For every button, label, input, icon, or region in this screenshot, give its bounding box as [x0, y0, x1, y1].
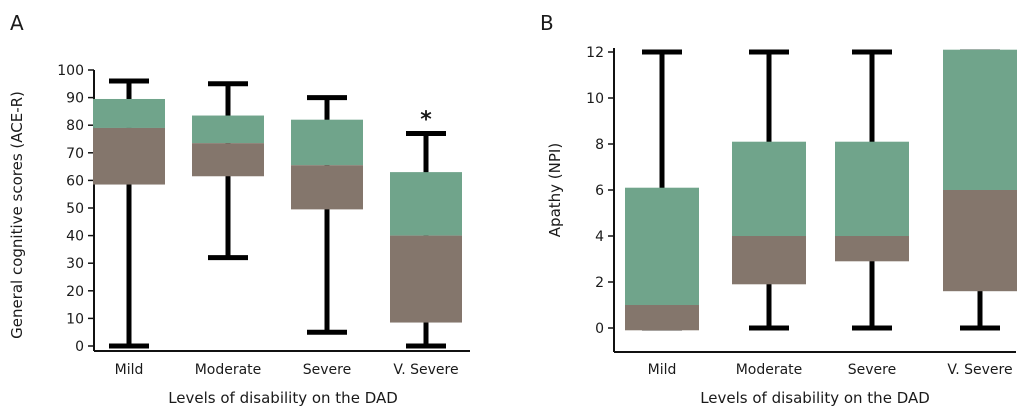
- x-axis-label-b: Levels of disability on the DAD: [700, 389, 930, 407]
- category-label-a-moderate: Moderate: [195, 362, 262, 378]
- y-axis-label-b: Apathy (NPI): [546, 143, 564, 237]
- y-tick-label-b-4: 8: [595, 137, 604, 153]
- category-label-b-moderate: Moderate: [736, 362, 803, 378]
- y-tick-label-a-0: 0: [75, 339, 84, 355]
- box-upper-b-mild: [625, 187, 699, 305]
- y-tick-label-b-5: 10: [586, 91, 604, 107]
- boxes-a: *: [93, 78, 462, 349]
- box-lower-b-v-severe: [943, 190, 1017, 292]
- box-lower-b-severe: [835, 236, 909, 262]
- y-tick-label-b-3: 6: [595, 183, 604, 199]
- box-lower-a-v-severe: [390, 235, 462, 323]
- box-upper-b-moderate: [732, 141, 806, 236]
- panel-label-a: A: [10, 11, 24, 35]
- box-lower-b-mild: [625, 305, 699, 331]
- box-lower-a-mild: [93, 127, 165, 185]
- y-tick-label-a-6: 60: [66, 173, 84, 189]
- box-lower-a-severe: [291, 165, 363, 210]
- significance-marker-a-v-severe: *: [420, 107, 432, 132]
- box-upper-a-mild: [93, 98, 165, 128]
- box-lower-b-moderate: [732, 236, 806, 285]
- category-labels-a: Mild Moderate Severe V. Severe: [115, 362, 459, 378]
- box-upper-b-v-severe: [943, 49, 1017, 191]
- category-label-b-v-severe: V. Severe: [947, 362, 1012, 378]
- box-upper-a-severe: [291, 119, 363, 166]
- y-tick-label-b-2: 4: [595, 229, 604, 245]
- category-label-a-severe: Severe: [303, 362, 351, 378]
- y-ticks-a: 0 10 20 30 40 50 60 70 80 90 100: [57, 63, 94, 355]
- category-label-a-mild: Mild: [115, 362, 144, 378]
- box-upper-a-v-severe: [390, 172, 462, 236]
- y-tick-label-a-10: 100: [57, 63, 84, 79]
- y-tick-label-a-7: 70: [66, 146, 84, 162]
- y-tick-label-b-0: 0: [595, 321, 604, 337]
- box-lower-a-moderate: [192, 143, 264, 177]
- y-tick-label-a-9: 90: [66, 91, 84, 107]
- panel-b: B Apathy (NPI) Levels of disability on t…: [540, 11, 1017, 407]
- box-upper-b-severe: [835, 141, 909, 236]
- panel-label-b: B: [540, 11, 554, 35]
- category-label-b-severe: Severe: [848, 362, 896, 378]
- panel-a: A General cognitive scores (ACE-R) Level…: [8, 11, 470, 407]
- category-labels-b: Mild Moderate Severe V. Severe: [648, 362, 1013, 378]
- x-axis-label-a: Levels of disability on the DAD: [168, 389, 398, 407]
- box-upper-a-moderate: [192, 115, 264, 144]
- y-tick-label-a-5: 50: [66, 201, 84, 217]
- y-tick-label-a-1: 10: [66, 311, 84, 327]
- y-tick-label-b-1: 2: [595, 275, 604, 291]
- y-tick-label-a-8: 80: [66, 118, 84, 134]
- y-tick-label-b-6: 12: [586, 45, 604, 61]
- y-tick-label-a-4: 40: [66, 229, 84, 245]
- y-axis-label-a: General cognitive scores (ACE-R): [8, 91, 26, 339]
- boxes-b: [625, 49, 1017, 331]
- y-ticks-b: 0 2 4 6 8 10 12: [586, 45, 614, 337]
- y-tick-label-a-3: 30: [66, 256, 84, 272]
- y-tick-label-a-2: 20: [66, 284, 84, 300]
- category-label-a-v-severe: V. Severe: [393, 362, 458, 378]
- category-label-b-mild: Mild: [648, 362, 677, 378]
